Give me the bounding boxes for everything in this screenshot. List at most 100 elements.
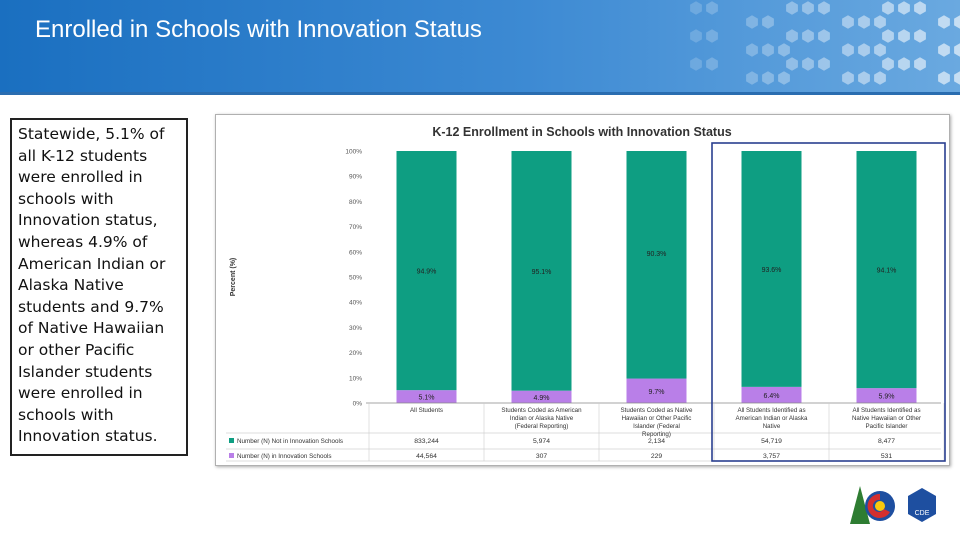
hexagon-shape (914, 1, 926, 15)
category-label: Students Coded as Native Hawaiian or Othe… (621, 407, 693, 438)
hexagon-shape (802, 1, 814, 15)
bar-innovation (856, 388, 917, 403)
count-cell: 307 (536, 453, 548, 460)
legend-label-not-innovation: Number (N) Not in Innovation Schools (237, 438, 343, 445)
y-axis-label: Percent (%) (230, 258, 237, 297)
data-label-not-innovation: 93.6% (762, 267, 782, 274)
hexagon-shape (842, 71, 854, 85)
summary-textbox: Statewide, 5.1% of all K-12 students wer… (10, 118, 188, 456)
category-label: All Students Identified as Native Hawaiia… (852, 407, 921, 430)
data-label-not-innovation: 94.9% (417, 269, 437, 276)
legend-label-innovation: Number (N) in Innovation Schools (237, 453, 332, 460)
hexagon-shape (690, 57, 702, 71)
highlight-box (711, 142, 946, 462)
data-label-not-innovation: 94.1% (877, 268, 897, 275)
hexagon-shape (778, 43, 790, 57)
data-label-innovation: 5.9% (879, 394, 895, 401)
bar-innovation (511, 390, 572, 403)
data-label-innovation: 5.1% (419, 395, 435, 402)
y-tick-label: 20% (349, 350, 362, 357)
hexagon-shape (786, 29, 798, 43)
hexagon-shape (858, 71, 870, 85)
bar-innovation (741, 386, 802, 403)
y-tick-label: 100% (345, 149, 362, 156)
hexagon-shape (914, 29, 926, 43)
hexagon-shape (778, 71, 790, 85)
hexagon-shape (802, 29, 814, 43)
hexagon-shape (818, 57, 830, 71)
bar-not-innovation (856, 151, 917, 389)
category-label: All Students (410, 407, 443, 414)
hexagon-shape (882, 57, 894, 71)
hexagon-shape (858, 43, 870, 57)
category-label: All Students Identified as American India… (736, 407, 808, 430)
hexagon-shape (706, 57, 718, 71)
y-tick-label: 30% (349, 325, 362, 332)
hexagon-shape (914, 57, 926, 71)
hexagon-shape (762, 71, 774, 85)
hexagon-shape (874, 15, 886, 29)
count-cell: 8,477 (878, 438, 895, 445)
hexagon-shape (818, 1, 830, 15)
count-cell: 54,719 (761, 438, 782, 445)
hexagon-shape (938, 15, 950, 29)
count-cell: 229 (651, 453, 663, 460)
hexagon-shape (954, 43, 960, 57)
count-cell: 531 (881, 453, 893, 460)
y-tick-label: 50% (349, 275, 362, 282)
hexagon-shape (898, 57, 910, 71)
legend-swatch-not-innovation (229, 438, 234, 443)
hexagon-shape (842, 15, 854, 29)
count-cell: 44,564 (416, 453, 437, 460)
hexagon-shape (882, 29, 894, 43)
count-cell: 5,974 (533, 438, 550, 445)
chart-container: K-12 Enrollment in Schools with Innovati… (215, 114, 950, 466)
hexagon-shape (762, 15, 774, 29)
bar-not-innovation (511, 151, 572, 391)
hexagon-pattern-decoration (690, 1, 960, 85)
y-tick-label: 70% (349, 224, 362, 231)
hexagon-shape (882, 1, 894, 15)
hexagon-shape (858, 15, 870, 29)
y-tick-label: 80% (349, 199, 362, 206)
data-label-innovation: 9.7% (649, 389, 665, 396)
header-divider (0, 92, 960, 95)
hexagon-shape (802, 57, 814, 71)
enrollment-chart: K-12 Enrollment in Schools with Innovati… (226, 125, 946, 462)
bar-innovation (396, 390, 457, 403)
logo-text: CDE (915, 510, 930, 517)
count-cell: 833,244 (414, 438, 439, 445)
hexagon-shape (786, 57, 798, 71)
hexagon-shape (818, 29, 830, 43)
hexagon-shape (842, 43, 854, 57)
hexagon-shape (874, 71, 886, 85)
hexagon-shape (746, 43, 758, 57)
y-tick-label: 0% (353, 401, 363, 408)
y-tick-label: 60% (349, 249, 362, 256)
count-cell: 3,757 (763, 453, 780, 460)
slide-header (0, 0, 960, 92)
data-label-innovation: 6.4% (764, 393, 780, 400)
hexagon-shape (706, 1, 718, 15)
hexagon-shape (954, 71, 960, 85)
y-tick-label: 40% (349, 300, 362, 307)
hexagon-shape (898, 1, 910, 15)
hexagon-shape (746, 71, 758, 85)
cde-logo: CDE (850, 486, 936, 524)
data-label-not-innovation: 90.3% (647, 251, 667, 258)
legend-swatch-innovation (229, 453, 234, 458)
hexagon-shape (938, 71, 950, 85)
bar-innovation (626, 378, 687, 403)
category-label: Students Coded as American Indian or Alas… (501, 407, 582, 430)
slide-title: Enrolled in Schools with Innovation Stat… (35, 16, 482, 43)
hexagon-shape (954, 15, 960, 29)
bar-not-innovation (396, 151, 457, 391)
chart-title: K-12 Enrollment in Schools with Innovati… (432, 125, 731, 139)
bar-not-innovation (626, 151, 687, 379)
bar-not-innovation (741, 151, 802, 387)
hexagon-shape (898, 29, 910, 43)
data-label-innovation: 4.9% (534, 395, 550, 402)
hexagon-shape (762, 43, 774, 57)
hexagon-shape (690, 29, 702, 43)
count-cell: 2,134 (648, 438, 665, 445)
